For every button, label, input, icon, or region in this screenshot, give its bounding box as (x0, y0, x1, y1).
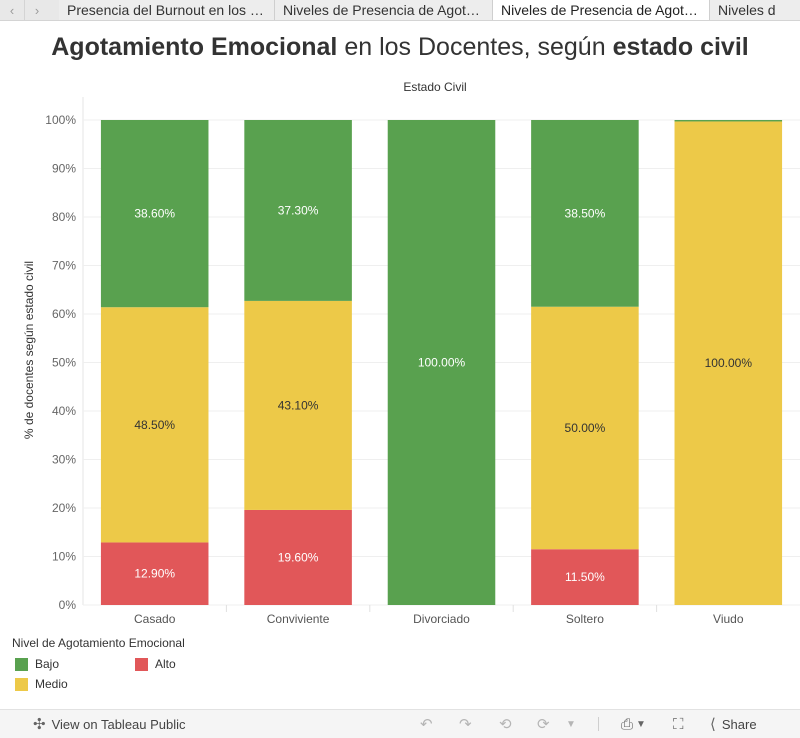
data-label: 50.00% (565, 421, 606, 435)
legend-label-bajo: Bajo (35, 657, 60, 671)
sheet-tab-1[interactable]: Presencia del Burnout en los D… (59, 0, 275, 20)
tab-scroll-right-button[interactable]: › (24, 0, 49, 20)
data-label: 48.50% (134, 418, 175, 432)
legend-item-bajo[interactable]: Bajo (15, 657, 59, 671)
title-part-3: estado civil (612, 33, 749, 61)
legend-item-alto[interactable]: Alto (135, 657, 176, 671)
data-label: 43.10% (278, 398, 319, 412)
refresh-icon: ⟳ (537, 716, 550, 733)
bar-alto-conviviente[interactable] (244, 509, 352, 605)
bar-bajo-casado[interactable] (100, 120, 209, 308)
data-label: 38.50% (565, 206, 606, 220)
data-label: 11.50% (565, 570, 605, 584)
x-tick-label: Conviviente (267, 612, 330, 626)
view-on-tableau-link[interactable]: ✣ View on Tableau Public (33, 710, 186, 738)
share-label: Share (721, 716, 757, 732)
legend-label-medio: Medio (35, 677, 68, 691)
chevron-down-icon: ▼ (566, 718, 576, 730)
fullscreen-button[interactable]: ⛶ (673, 710, 684, 738)
share-icon: ⟨ (710, 716, 716, 733)
bar-medio-soltero[interactable] (531, 306, 639, 550)
bar-bajo-soltero[interactable] (531, 120, 639, 307)
bar-alto-soltero[interactable] (531, 549, 639, 605)
column-header: Estado Civil (403, 80, 466, 94)
y-tick-label: 10% (52, 550, 76, 564)
legend-item-medio[interactable]: Medio (15, 677, 68, 691)
y-tick-label: 90% (52, 162, 76, 176)
redo-button[interactable]: ↷ (459, 710, 472, 738)
bar-medio-conviviente[interactable] (244, 300, 352, 510)
y-tick-label: 80% (52, 210, 76, 224)
y-tick-label: 100% (45, 113, 76, 127)
download-button[interactable]: ⎙ ▼ (621, 710, 646, 738)
y-tick-label: 50% (52, 356, 76, 370)
title-part-2: en los Docentes, según (337, 33, 613, 61)
legend-title: Nivel de Agotamiento Emocional (12, 636, 185, 650)
data-label: 100.00% (418, 356, 466, 370)
bottom-toolbar: ✣ View on Tableau Public ↶ ↷ ⟲ ⟳ ▼ ⎙ ▼ ⛶… (0, 709, 800, 738)
legend-swatch-medio (15, 677, 28, 691)
bar-medio-casado[interactable] (100, 307, 209, 543)
sheet-tab-3[interactable]: Niveles de Presencia de Agota… (493, 0, 710, 20)
title-part-1: Agotamiento Emocional (51, 33, 338, 61)
data-label: 12.90% (134, 567, 175, 581)
redo-icon: ↷ (459, 716, 472, 733)
y-tick-label: 30% (52, 453, 76, 467)
stacked-bar-chart: Estado Civil % de docentes según estado … (22, 80, 800, 626)
data-label: 38.60% (134, 207, 175, 221)
sheet-tab-bar: ‹ › Presencia del Burnout en los D… Nive… (0, 0, 800, 21)
download-icon: ⎙ (621, 715, 634, 733)
chevron-down-icon: ▼ (636, 718, 646, 730)
undo-icon: ↶ (420, 716, 433, 733)
fullscreen-icon: ⛶ (673, 715, 684, 733)
x-tick-label: Divorciado (413, 612, 470, 626)
y-tick-label: 40% (52, 404, 76, 418)
bar-bajo-conviviente[interactable] (244, 120, 352, 301)
legend-swatch-bajo (15, 657, 28, 671)
toolbar-divider (598, 717, 599, 731)
sheet-tab-4[interactable]: Niveles d (710, 0, 800, 20)
revert-button[interactable]: ⟲ (499, 710, 512, 738)
dashboard-title: Agotamiento Emocional en los Docentes, s… (0, 33, 800, 62)
sheet-tab-2[interactable]: Niveles de Presencia de Agota… (275, 0, 493, 20)
y-tick-label: 0% (59, 598, 77, 612)
bar-alto-casado[interactable] (100, 542, 209, 605)
legend-label-alto: Alto (155, 657, 176, 671)
chevron-right-icon: › (34, 2, 40, 18)
refresh-button[interactable]: ⟳ (537, 710, 550, 738)
chevron-left-icon: ‹ (9, 2, 15, 18)
data-label: 100.00% (705, 356, 753, 370)
x-tick-label: Casado (134, 612, 176, 626)
view-on-tableau-label: View on Tableau Public (51, 716, 186, 732)
x-tick-label: Viudo (713, 612, 744, 626)
legend-swatch-alto (135, 657, 148, 671)
y-tick-label: 70% (52, 259, 76, 273)
y-tick-label: 60% (52, 307, 76, 321)
bar-bajo-viudo[interactable] (674, 120, 783, 122)
bar-medio-viudo[interactable] (674, 121, 783, 605)
tableau-logo-icon: ✣ (33, 716, 46, 733)
undo-button[interactable]: ↶ (420, 710, 433, 738)
share-button[interactable]: ⟨ Share (710, 710, 757, 738)
data-label: 19.60% (278, 550, 319, 564)
data-label: 37.30% (278, 203, 319, 217)
bar-bajo-divorciado[interactable] (387, 120, 496, 605)
revert-icon: ⟲ (499, 716, 512, 733)
y-tick-label: 20% (52, 501, 76, 515)
x-tick-label: Soltero (566, 612, 604, 626)
y-axis-title: % de docentes según estado civil (22, 261, 36, 439)
tab-scroll-left-button[interactable]: ‹ (0, 0, 24, 20)
pause-dropdown-button[interactable]: ▼ (566, 710, 576, 738)
